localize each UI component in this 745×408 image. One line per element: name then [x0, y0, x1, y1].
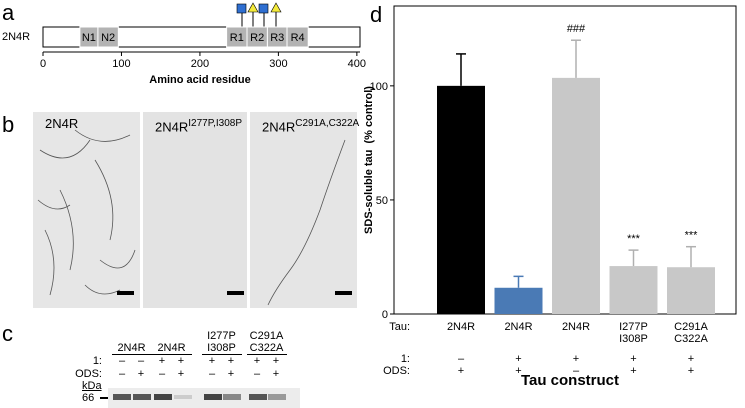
bar — [494, 287, 543, 314]
unit-label: kDa — [82, 380, 102, 392]
row-label: 1: — [92, 355, 102, 367]
lane-sign: + — [137, 368, 145, 380]
lane-group-label: 2N4R — [151, 342, 192, 355]
condition-label: 1: — [400, 353, 410, 365]
condition-sign: + — [687, 353, 695, 365]
row-label: ODS: — [75, 368, 102, 380]
domain — [97, 26, 119, 48]
domain-label: R1 — [230, 32, 244, 44]
condition-sign: + — [630, 365, 637, 377]
x-tick-label: 2N4R — [446, 321, 476, 333]
lane-sign: + — [272, 368, 280, 380]
lane-sign: – — [158, 368, 166, 380]
domain-label: R3 — [270, 32, 284, 44]
x-tick-label: 0 — [40, 58, 46, 70]
condition-sign: + — [457, 365, 465, 377]
condition-sign: + — [515, 353, 522, 365]
y-tick-label: 50 — [376, 195, 388, 207]
y-tick-label: 0 — [382, 309, 388, 321]
panel-label: c — [2, 321, 13, 346]
micrographs — [33, 112, 357, 308]
significance: *** — [627, 233, 641, 245]
condition-sign: + — [572, 353, 580, 365]
panel-label: b — [2, 112, 15, 137]
domain — [286, 26, 309, 48]
x-tick-label: 200 — [191, 58, 209, 70]
condition-label: ODS: — [383, 365, 410, 377]
x-tick-label: 400 — [348, 58, 366, 70]
bar — [667, 267, 715, 314]
glycan-markers — [236, 2, 282, 27]
gel — [108, 388, 300, 408]
x-tick-label: C291A C322A — [674, 321, 708, 345]
panel-label: d — [370, 2, 383, 27]
panel-label: a — [2, 0, 15, 25]
lane-sign: – — [118, 368, 126, 380]
condition-sign: – — [457, 353, 465, 365]
domain-label: N2 — [101, 32, 115, 44]
x-tick-label: 2N4R — [561, 321, 591, 333]
lane-sign: – — [208, 368, 216, 380]
y-axis-title: SDS-soluble tau (% control) — [363, 86, 375, 234]
lane-sign: + — [272, 355, 280, 367]
image-label: 2N4RC291A,C322A — [262, 118, 360, 135]
lane-sign: + — [227, 355, 235, 367]
domain-label: R4 — [291, 32, 305, 44]
x-axis-title: Amino acid residue — [149, 74, 250, 86]
protein-label: 2N4R — [2, 31, 31, 43]
image-label: 2N4RI277P,I308P — [155, 118, 243, 135]
lane-sign: + — [177, 368, 185, 380]
lane-group-label: I277P I308P — [201, 330, 242, 355]
bar — [437, 85, 485, 314]
y-tick-label: 100 — [370, 81, 388, 93]
bar — [609, 266, 658, 314]
condition-sign: + — [630, 353, 637, 365]
lane-sign: – — [137, 355, 145, 367]
x-tick-label: 100 — [112, 58, 130, 70]
significance: *** — [685, 230, 699, 242]
x-tick-label: 300 — [269, 58, 287, 70]
image-label: 2N4R — [45, 116, 79, 131]
lane-sign: – — [253, 368, 261, 380]
image-label-superscript: I277P,I308P — [188, 118, 243, 129]
lane-sign: + — [227, 368, 235, 380]
lane-sign: – — [118, 355, 126, 367]
row-title: Tau: — [389, 321, 410, 333]
lane-sign: + — [158, 355, 166, 367]
marker-label: 66 — [82, 392, 95, 404]
lane-sign: + — [253, 355, 261, 367]
bar — [552, 77, 600, 314]
lane-sign: + — [177, 355, 185, 367]
condition-sign: + — [687, 365, 695, 377]
lane-group-label: 2N4R — [111, 342, 152, 355]
x-tick-label: I277P I308P — [619, 321, 648, 345]
domain-label: R2 — [250, 32, 264, 44]
significance: ### — [567, 23, 586, 35]
image-label-superscript: C291A,C322A — [295, 118, 360, 129]
lane-group-label: C291A C322A — [246, 330, 287, 355]
condition-sign: + — [515, 365, 522, 377]
x-tick-label: 2N4R — [504, 321, 533, 333]
x-axis-title: Tau construct — [520, 372, 620, 389]
domain-label: N1 — [82, 32, 96, 44]
condition-sign: – — [572, 365, 580, 377]
lane-sign: + — [208, 355, 216, 367]
